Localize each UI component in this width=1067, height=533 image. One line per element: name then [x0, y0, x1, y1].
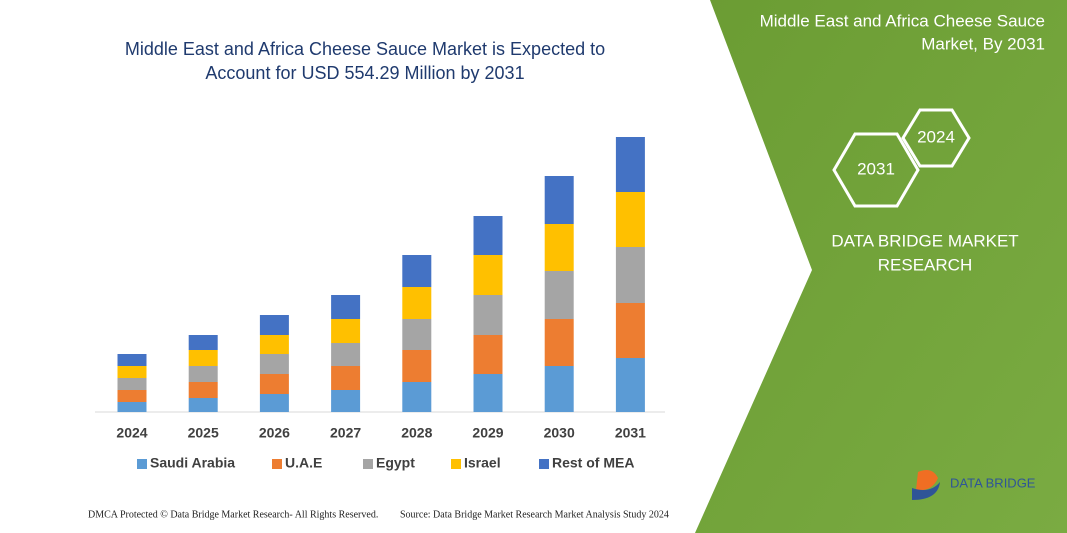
bar-segment [259, 374, 289, 394]
bar-segment [259, 315, 289, 335]
bar-segment [402, 255, 432, 287]
chart-title: Middle East and Africa Cheese Sauce Mark… [125, 39, 605, 59]
side-title: Market, By 2031 [921, 34, 1045, 53]
bar-segment [544, 176, 574, 224]
bar-segment [544, 319, 574, 366]
bar-segment [473, 216, 503, 255]
x-tick-label: 2025 [188, 425, 219, 441]
legend-label: U.A.E [285, 455, 322, 471]
bar-segment [331, 319, 361, 343]
bar-segment [615, 303, 645, 358]
hexagon-label: 2024 [917, 127, 955, 146]
bar-segment [188, 398, 218, 412]
bar-segment [473, 295, 503, 335]
bar-segment [117, 354, 147, 366]
bar-segment [188, 366, 218, 382]
bar-segment [615, 358, 645, 412]
bar-segment [117, 378, 147, 390]
x-tick-label: 2030 [544, 425, 575, 441]
bar-segment [117, 402, 147, 412]
footer-left: DMCA Protected © Data Bridge Market Rese… [88, 509, 378, 520]
bar-segment [188, 382, 218, 398]
hexagon [901, 108, 971, 168]
bar-segment [615, 192, 645, 247]
hexagon-label: 2031 [857, 159, 895, 178]
x-tick-label: 2031 [615, 425, 646, 441]
bar-segment [331, 390, 361, 412]
hexagon [832, 132, 920, 208]
bar-segment [259, 354, 289, 374]
bar-segment [331, 295, 361, 319]
x-tick-label: 2027 [330, 425, 361, 441]
bar-segment [331, 366, 361, 390]
logo-icon [916, 470, 938, 491]
legend-label: Egypt [376, 455, 415, 471]
logo-text: DATA BRIDGE [950, 475, 1036, 490]
legend-marker [363, 459, 373, 469]
legend-marker [137, 459, 147, 469]
bar-segment [544, 366, 574, 412]
legend-marker [539, 459, 549, 469]
logo-icon [912, 482, 940, 500]
bar-segment [402, 319, 432, 350]
bar-segment [117, 390, 147, 402]
bar-segment [473, 374, 503, 412]
bar-segment [544, 271, 574, 319]
bar-segment [259, 335, 289, 354]
bar-segment [615, 247, 645, 303]
x-tick-label: 2026 [259, 425, 290, 441]
footer-right: Source: Data Bridge Market Research Mark… [400, 509, 669, 520]
legend-marker [272, 459, 282, 469]
bar-segment [473, 335, 503, 374]
x-tick-label: 2024 [116, 425, 147, 441]
x-tick-label: 2029 [472, 425, 503, 441]
legend-label: Saudi Arabia [150, 455, 235, 471]
bar-segment [402, 382, 432, 412]
bar-segment [544, 224, 574, 271]
legend-label: Rest of MEA [552, 455, 634, 471]
side-panel-bg [695, 0, 1067, 533]
bar-segment [331, 343, 361, 366]
bar-segment [259, 394, 289, 412]
bar-segment [402, 287, 432, 319]
bar-segment [188, 350, 218, 366]
legend-marker [451, 459, 461, 469]
bar-segment [615, 137, 645, 192]
chart-title: Account for USD 554.29 Million by 2031 [205, 63, 524, 83]
x-tick-label: 2028 [401, 425, 432, 441]
bar-segment [188, 335, 218, 350]
side-title: Middle East and Africa Cheese Sauce [760, 11, 1045, 30]
brand-text: RESEARCH [878, 255, 972, 274]
bar-segment [117, 366, 147, 378]
bar-segment [473, 255, 503, 295]
legend-label: Israel [464, 455, 501, 471]
bar-segment [402, 350, 432, 382]
brand-text: DATA BRIDGE MARKET [831, 231, 1018, 250]
